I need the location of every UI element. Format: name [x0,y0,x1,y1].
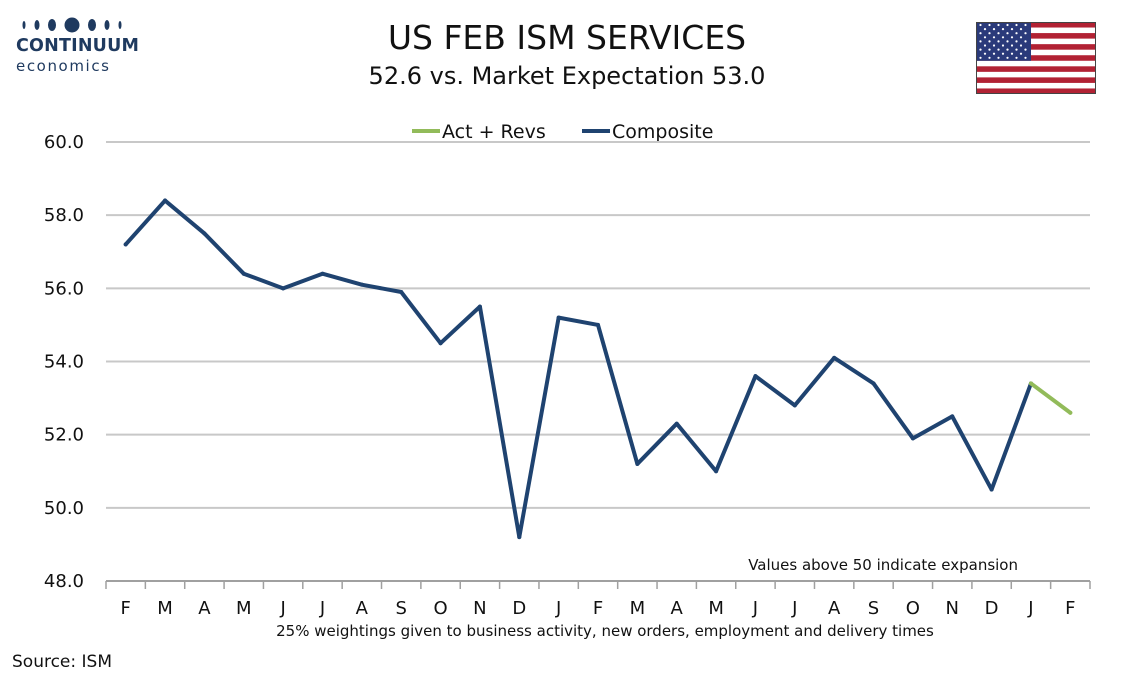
chart-legend: Act + Revs Composite [412,121,713,143]
x-tick-label: M [630,598,646,619]
logo-name: CONTINUUM [16,36,140,56]
data-point [359,282,364,287]
data-point [714,469,719,474]
data-point [596,322,600,327]
x-tick-label: A [828,598,841,619]
data-point [517,535,522,540]
x-tick-label: J [555,598,561,619]
legend-label: Composite [612,121,713,143]
data-point [241,271,246,276]
data-point [281,286,286,291]
x-tick-label: O [906,598,920,619]
chart-title: US FEB ISM SERVICES [387,18,747,57]
x-tick-label: N [473,598,486,619]
continuum-logo: CONTINUUM economics [14,14,139,76]
x-tick-label: S [395,598,406,619]
chart-footnote: 25% weightings given to business activit… [276,622,934,640]
data-point [1068,410,1073,415]
data-point [674,421,679,426]
logo-dots-icon [22,17,122,33]
x-tick-label: J [752,598,758,619]
x-tick-label: A [671,598,684,619]
data-point [950,414,955,419]
data-point [438,341,443,346]
chart-grid [106,141,1090,582]
x-tick-label: D [985,598,999,619]
x-tick-label: J [1027,598,1033,619]
x-tick-label: M [236,598,252,619]
data-point [123,242,128,247]
x-tick-label: S [868,598,879,619]
data-point [556,315,561,320]
x-tick-label: M [157,598,173,619]
data-point [989,487,994,492]
data-point [477,304,482,309]
x-tick-label: O [433,598,447,619]
x-tick-label: D [512,598,526,619]
series-line-composite [123,198,1033,540]
x-tick-label: A [356,598,369,619]
data-point [635,461,640,466]
x-tick-label: A [198,598,211,619]
y-axis: 60.0 58.0 56.0 54.0 52.0 50.0 48.0 [44,132,84,592]
x-tick-label: J [319,598,325,619]
data-point [320,271,325,276]
data-point [832,355,837,360]
x-tick-label: J [279,598,285,619]
x-tick-label: J [791,598,797,619]
data-point [202,231,207,236]
series-line-act-revs [1028,381,1073,415]
data-point [871,381,876,386]
data-point [910,436,915,441]
y-tick-label: 54.0 [44,352,84,373]
data-point [1028,381,1033,386]
y-tick-label: 52.0 [44,425,84,446]
logo-subtitle: economics [16,57,111,75]
y-tick-label: 48.0 [44,571,84,592]
x-tick-label: N [946,598,959,619]
chart-annotation: Values above 50 indicate expansion [748,556,1018,574]
x-tick-label: F [1065,598,1075,619]
y-tick-label: 60.0 [44,132,84,153]
y-tick-label: 58.0 [44,205,84,226]
y-tick-label: 56.0 [44,278,84,299]
x-tick-label: M [708,598,724,619]
data-point [163,198,168,203]
data-point [399,289,404,294]
x-tick-label: F [593,598,603,619]
source-note: Source: ISM [12,652,112,672]
y-tick-label: 50.0 [44,498,84,519]
data-point [753,374,758,379]
us-flag-icon [976,22,1096,94]
chart-subtitle: 52.6 vs. Market Expectation 53.0 [368,62,766,90]
legend-label: Act + Revs [442,121,546,143]
data-point [792,403,797,408]
chart-series [123,198,1073,540]
x-tick-label: F [121,598,131,619]
